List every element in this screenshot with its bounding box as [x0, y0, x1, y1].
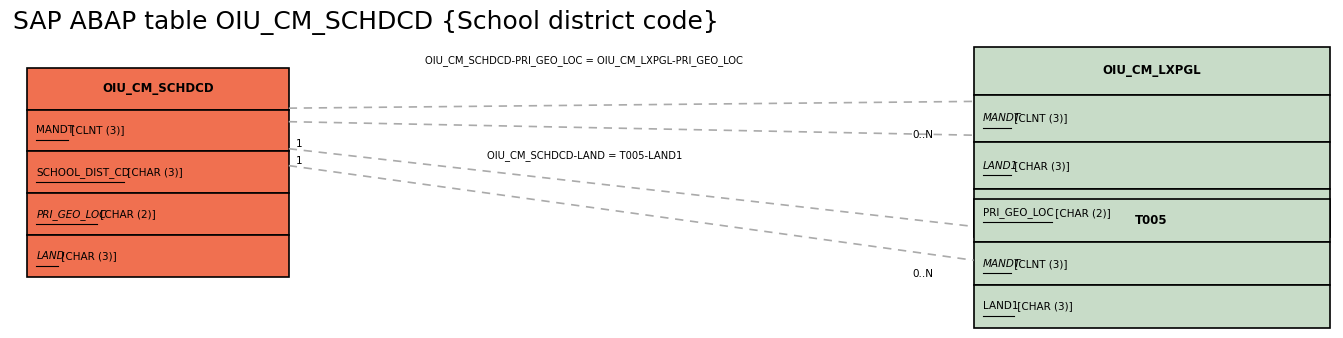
- Text: MANDT: MANDT: [36, 125, 74, 136]
- Text: 0..N: 0..N: [912, 130, 933, 140]
- FancyBboxPatch shape: [27, 193, 289, 235]
- FancyBboxPatch shape: [27, 235, 289, 277]
- FancyBboxPatch shape: [974, 189, 1330, 237]
- Text: PRI_GEO_LOC: PRI_GEO_LOC: [36, 209, 106, 220]
- Text: SCHOOL_DIST_CD: SCHOOL_DIST_CD: [36, 167, 130, 178]
- Text: MANDT: MANDT: [983, 259, 1021, 269]
- Text: [CHAR (3)]: [CHAR (3)]: [1010, 161, 1069, 171]
- Text: OIU_CM_SCHDCD-LAND = T005-LAND1: OIU_CM_SCHDCD-LAND = T005-LAND1: [486, 150, 682, 161]
- Text: OIU_CM_LXPGL: OIU_CM_LXPGL: [1103, 65, 1201, 77]
- Text: OIU_CM_SCHDCD-PRI_GEO_LOC = OIU_CM_LXPGL-PRI_GEO_LOC: OIU_CM_SCHDCD-PRI_GEO_LOC = OIU_CM_LXPGL…: [426, 55, 743, 66]
- Text: [CHAR (3)]: [CHAR (3)]: [1014, 301, 1073, 311]
- FancyBboxPatch shape: [974, 242, 1330, 285]
- FancyBboxPatch shape: [974, 95, 1330, 142]
- Text: LAND1: LAND1: [983, 301, 1018, 311]
- FancyBboxPatch shape: [27, 110, 289, 151]
- Text: PRI_GEO_LOC: PRI_GEO_LOC: [983, 208, 1054, 218]
- Text: [CLNT (3)]: [CLNT (3)]: [1010, 259, 1068, 269]
- Text: [CHAR (2)]: [CHAR (2)]: [1052, 208, 1111, 218]
- Text: [CHAR (2)]: [CHAR (2)]: [97, 209, 156, 219]
- FancyBboxPatch shape: [974, 285, 1330, 328]
- Text: 1: 1: [295, 139, 302, 149]
- Text: LAND1: LAND1: [983, 161, 1018, 171]
- FancyBboxPatch shape: [974, 199, 1330, 242]
- Text: 1: 1: [295, 155, 302, 166]
- Text: [CHAR (3)]: [CHAR (3)]: [58, 251, 117, 261]
- Text: [CLNT (3)]: [CLNT (3)]: [67, 125, 124, 136]
- FancyBboxPatch shape: [974, 47, 1330, 95]
- Text: OIU_CM_SCHDCD: OIU_CM_SCHDCD: [102, 82, 214, 95]
- Text: 0..N: 0..N: [912, 269, 933, 279]
- Text: LAND: LAND: [36, 251, 64, 261]
- Text: T005: T005: [1135, 214, 1168, 227]
- Text: MANDT: MANDT: [983, 113, 1021, 123]
- FancyBboxPatch shape: [27, 68, 289, 110]
- FancyBboxPatch shape: [974, 142, 1330, 189]
- Text: [CLNT (3)]: [CLNT (3)]: [1010, 113, 1068, 123]
- FancyBboxPatch shape: [27, 151, 289, 193]
- Text: [CHAR (3)]: [CHAR (3)]: [124, 167, 183, 177]
- Text: SAP ABAP table OIU_CM_SCHDCD {School district code}: SAP ABAP table OIU_CM_SCHDCD {School dis…: [13, 10, 720, 35]
